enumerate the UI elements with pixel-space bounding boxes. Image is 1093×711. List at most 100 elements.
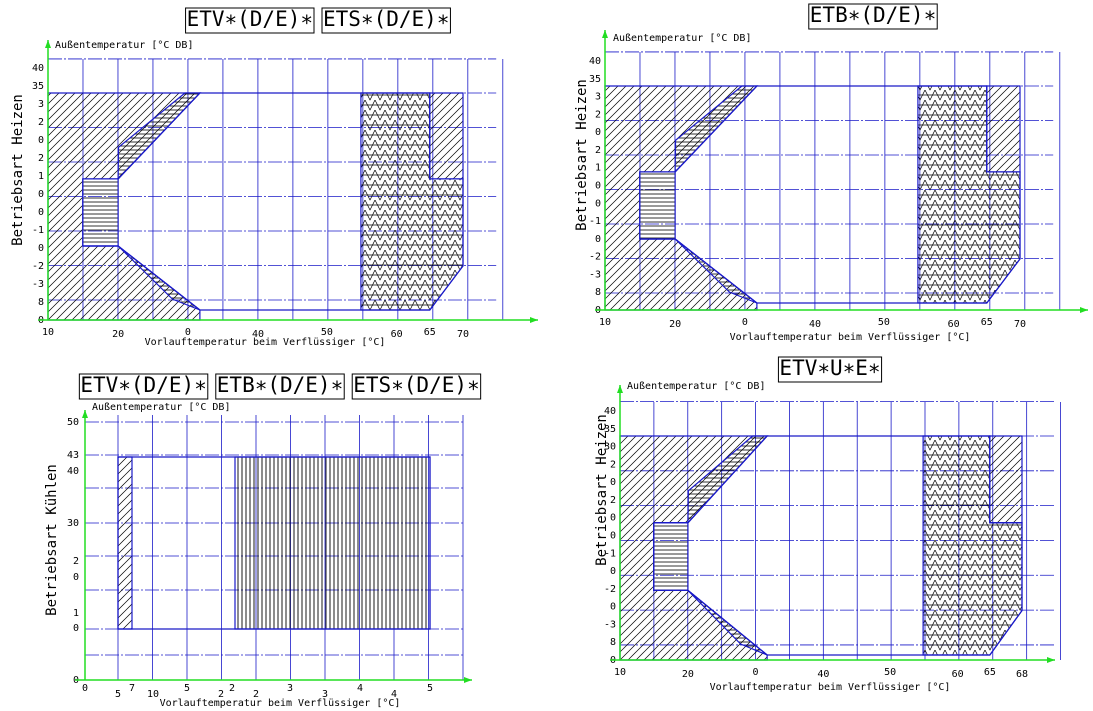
x-tick-label: 3 <box>287 683 293 694</box>
x-axis-label: Vorlauftemperatur beim Verflüssiger [°C] <box>730 332 971 343</box>
hatch-area <box>429 92 464 180</box>
x-tick-label: 70 <box>1014 319 1026 330</box>
y-tick-label: 0 <box>595 234 601 245</box>
x-tick-label: 40 <box>817 669 829 680</box>
x-tick-label: 40 <box>809 319 821 330</box>
title-box <box>215 373 345 400</box>
x-axis-label: Vorlauftemperatur beim Verflüssiger [°C] <box>145 337 386 348</box>
hatch-area <box>619 435 769 661</box>
x-axis-label: Vorlauftemperatur beim Verflüssiger [°C] <box>160 698 401 709</box>
x-tick-label: 10 <box>614 667 626 678</box>
x-tick-label: 20 <box>682 669 694 680</box>
y-tick-label: 0 <box>610 477 616 488</box>
y-tick-label: -3 <box>604 619 616 630</box>
title-box <box>777 356 883 383</box>
envelope <box>82 92 464 311</box>
title: ETS∗(D/E)∗ <box>353 373 479 397</box>
x-tick-label: 50 <box>878 317 890 328</box>
axis-label: Außentemperatur [°C DB] <box>627 381 765 392</box>
hatch-area <box>117 456 133 630</box>
title-box <box>808 3 938 30</box>
y-tick-label: 2 <box>610 495 616 506</box>
y-tick-label: 0 <box>595 127 601 138</box>
y-tick-label: 40 <box>604 406 616 417</box>
mode-label: Betriebsart Kühlen <box>44 464 60 616</box>
x-tick-label: 20 <box>669 319 681 330</box>
y-tick-label: 40 <box>32 63 44 74</box>
x-tick-label: 50 <box>884 667 896 678</box>
y-tick-label: 0 <box>73 572 79 583</box>
y-tick-label: 0 <box>38 189 44 200</box>
x-tick-label: 50 <box>321 327 333 338</box>
y-tick-label: -2 <box>32 261 44 272</box>
y-tick-label: 2 <box>610 459 616 470</box>
y-tick-label: 50 <box>67 417 79 428</box>
axis-label: Außentemperatur [°C DB] <box>55 40 193 51</box>
x-tick-label: 40 <box>252 329 264 340</box>
x-tick-label: 2 <box>253 689 259 700</box>
x-tick-label: 65 <box>981 317 993 328</box>
title-box <box>185 7 315 34</box>
y-tick-label: -1 <box>589 216 601 227</box>
y-tick-label: -3 <box>589 269 601 280</box>
y-tick-label: 35 <box>604 424 616 435</box>
y-tick-label: 35 <box>32 81 44 92</box>
axis-arrow <box>1080 307 1088 313</box>
x-tick-label: 10 <box>147 689 159 700</box>
title-box <box>78 373 209 400</box>
y-tick-label: 1 <box>38 171 44 182</box>
axis-arrow <box>464 677 472 683</box>
x-tick-label: 60 <box>952 669 964 680</box>
y-tick-label: 2 <box>38 153 44 164</box>
panel: 40353202100-10-2-380102004050606570Außen… <box>574 3 1088 343</box>
mode-label: Betriebsart Heizen <box>574 79 590 231</box>
title: ETV∗U∗E∗ <box>779 356 880 380</box>
panel: 504340302010005710522233445Außentemperat… <box>44 373 482 709</box>
y-tick-label: 0 <box>595 181 601 192</box>
y-tick-label: 8 <box>610 637 616 648</box>
x-tick-label: 70 <box>457 329 469 340</box>
y-tick-label: 0 <box>38 207 44 218</box>
y-tick-label: 3 <box>595 92 601 103</box>
axis-arrow <box>82 410 88 418</box>
mode-label: Betriebsart Heizen <box>594 414 610 566</box>
y-tick-label: -2 <box>589 252 601 263</box>
axis-arrow <box>617 385 623 393</box>
panel: 40353020200-10-20-380102004050606568Auße… <box>594 356 1061 693</box>
y-tick-label: -2 <box>604 584 616 595</box>
envelope <box>639 85 1021 304</box>
y-tick-label: 8 <box>38 297 44 308</box>
title-box <box>321 7 451 34</box>
x-tick-label: 0 <box>185 327 191 338</box>
axis-arrow <box>1047 657 1055 663</box>
axis-arrow <box>530 317 538 323</box>
hatch-area <box>47 92 202 321</box>
y-tick-label: 2 <box>73 556 79 567</box>
x-tick-label: 65 <box>984 667 996 678</box>
envelope <box>653 435 1023 656</box>
x-axis-label: Vorlauftemperatur beim Verflüssiger [°C] <box>710 682 951 693</box>
y-tick-label: 8 <box>595 287 601 298</box>
x-tick-label: 5 <box>184 683 190 694</box>
x-tick-label: 2 <box>218 689 224 700</box>
y-tick-label: 1 <box>595 163 601 174</box>
x-tick-label: 0 <box>742 317 748 328</box>
axis-label: Außentemperatur [°C DB] <box>92 402 230 413</box>
x-tick-label: 7 <box>129 683 135 694</box>
y-tick-label: 30 <box>604 442 616 453</box>
x-tick-label: 20 <box>112 329 124 340</box>
x-tick-label: 60 <box>948 319 960 330</box>
y-tick-label: 40 <box>67 466 79 477</box>
axis-arrow <box>45 40 51 48</box>
y-tick-label: 0 <box>610 531 616 542</box>
x-tick-label: 3 <box>322 689 328 700</box>
y-tick-label: 2 <box>595 145 601 156</box>
x-tick-label: 5 <box>115 689 121 700</box>
hatch-area <box>986 85 1021 173</box>
axis-arrow <box>602 30 608 38</box>
x-tick-label: 10 <box>599 317 611 328</box>
title: ETB∗(D/E)∗ <box>217 373 343 397</box>
y-tick-label: 30 <box>67 518 79 529</box>
y-tick-label: 35 <box>589 74 601 85</box>
x-tick-label: 0 <box>82 683 88 694</box>
